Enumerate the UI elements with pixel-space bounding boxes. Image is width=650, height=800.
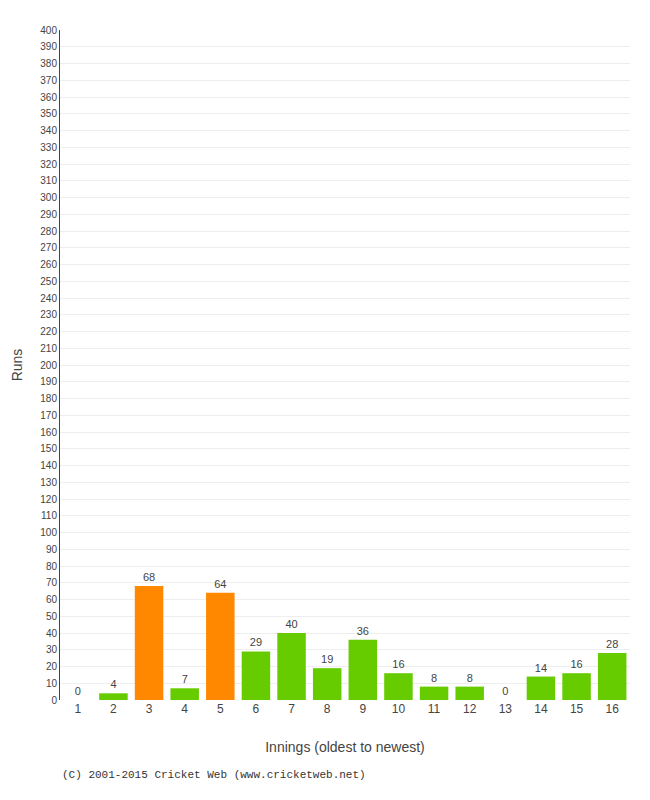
svg-text:170: 170	[40, 410, 57, 421]
svg-text:180: 180	[40, 393, 57, 404]
svg-text:0: 0	[75, 685, 81, 697]
svg-text:150: 150	[40, 443, 57, 454]
svg-text:64: 64	[214, 578, 226, 590]
svg-text:300: 300	[40, 192, 57, 203]
svg-text:220: 220	[40, 326, 57, 337]
svg-text:40: 40	[46, 628, 58, 639]
svg-text:2: 2	[110, 702, 117, 716]
svg-text:190: 190	[40, 376, 57, 387]
svg-text:80: 80	[46, 561, 58, 572]
svg-text:310: 310	[40, 175, 57, 186]
svg-text:360: 360	[40, 92, 57, 103]
svg-text:90: 90	[46, 544, 58, 555]
svg-text:14: 14	[534, 702, 548, 716]
svg-text:13: 13	[499, 702, 513, 716]
svg-text:40: 40	[285, 618, 297, 630]
svg-text:8: 8	[431, 672, 437, 684]
svg-text:230: 230	[40, 309, 57, 320]
svg-text:240: 240	[40, 293, 57, 304]
svg-text:130: 130	[40, 477, 57, 488]
svg-text:19: 19	[321, 653, 333, 665]
svg-text:50: 50	[46, 611, 58, 622]
svg-text:Innings (oldest to newest): Innings (oldest to newest)	[265, 739, 425, 755]
svg-text:400: 400	[40, 25, 57, 36]
svg-text:(C) 2001-2015 Cricket Web (www: (C) 2001-2015 Cricket Web (www.cricketwe…	[62, 769, 366, 781]
svg-text:4: 4	[181, 702, 188, 716]
svg-text:140: 140	[40, 460, 57, 471]
svg-text:350: 350	[40, 108, 57, 119]
svg-text:6: 6	[253, 702, 260, 716]
svg-text:16: 16	[392, 658, 404, 670]
svg-text:370: 370	[40, 75, 57, 86]
svg-text:10: 10	[46, 678, 58, 689]
svg-text:28: 28	[606, 638, 618, 650]
svg-text:1: 1	[74, 702, 81, 716]
svg-text:15: 15	[570, 702, 584, 716]
svg-text:11: 11	[428, 702, 441, 716]
svg-text:60: 60	[46, 594, 58, 605]
svg-text:250: 250	[40, 276, 57, 287]
svg-text:7: 7	[288, 702, 295, 716]
svg-text:8: 8	[324, 702, 331, 716]
svg-text:110: 110	[41, 510, 57, 521]
svg-text:280: 280	[40, 226, 57, 237]
svg-text:3: 3	[146, 702, 153, 716]
svg-text:260: 260	[40, 259, 57, 270]
svg-text:12: 12	[463, 702, 477, 716]
svg-text:16: 16	[606, 702, 620, 716]
svg-text:200: 200	[40, 360, 57, 371]
svg-text:210: 210	[40, 343, 57, 354]
svg-text:68: 68	[143, 571, 155, 583]
svg-text:7: 7	[182, 673, 188, 685]
svg-text:290: 290	[40, 209, 57, 220]
svg-text:120: 120	[40, 494, 57, 505]
svg-text:16: 16	[570, 658, 582, 670]
svg-text:29: 29	[250, 636, 262, 648]
svg-text:4: 4	[110, 678, 116, 690]
svg-text:Runs: Runs	[9, 349, 25, 382]
svg-text:160: 160	[40, 427, 57, 438]
svg-text:9: 9	[359, 702, 366, 716]
svg-text:0: 0	[51, 695, 57, 706]
svg-text:70: 70	[46, 577, 58, 588]
svg-text:390: 390	[40, 41, 57, 52]
svg-text:36: 36	[357, 625, 369, 637]
svg-text:10: 10	[392, 702, 406, 716]
svg-text:380: 380	[40, 58, 57, 69]
svg-text:340: 340	[40, 125, 57, 136]
svg-text:20: 20	[46, 661, 58, 672]
svg-text:330: 330	[40, 142, 57, 153]
svg-text:320: 320	[40, 159, 57, 170]
svg-text:8: 8	[467, 672, 473, 684]
svg-text:270: 270	[40, 242, 57, 253]
svg-text:100: 100	[40, 527, 57, 538]
svg-text:14: 14	[535, 662, 547, 674]
svg-text:5: 5	[217, 702, 224, 716]
svg-text:0: 0	[502, 685, 508, 697]
svg-text:30: 30	[46, 644, 58, 655]
